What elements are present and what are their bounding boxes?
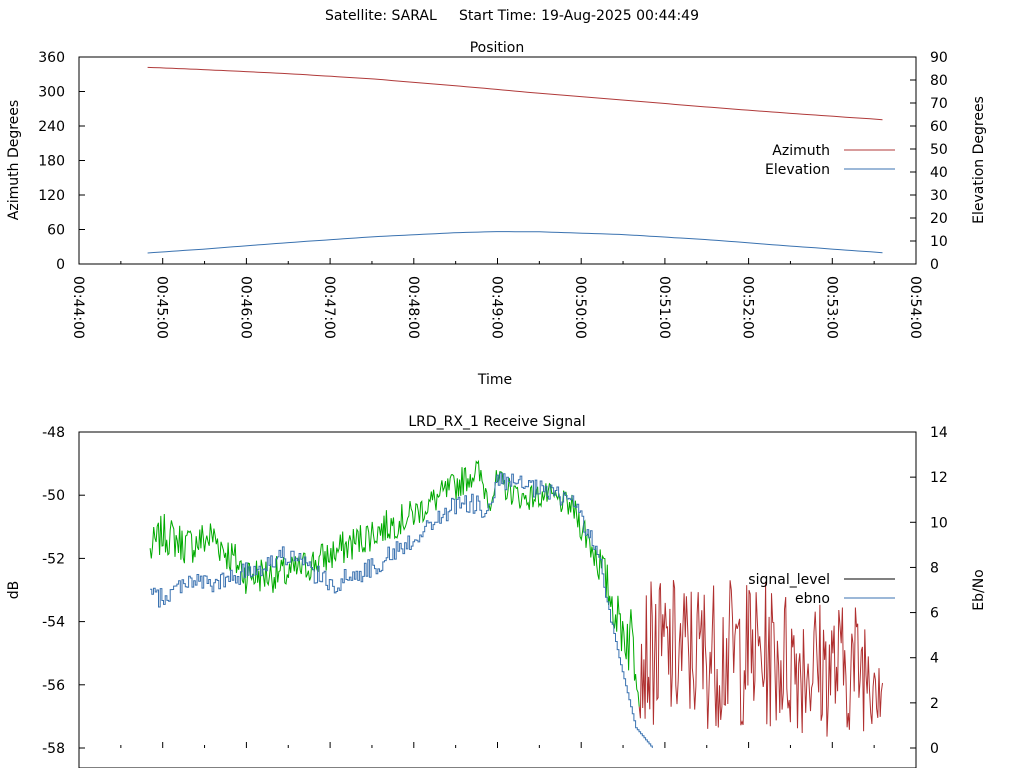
position-y-tick-label: 180 — [38, 154, 65, 170]
signal-y-tick-label: -58 — [42, 741, 65, 757]
position-y2-tick-label: 20 — [930, 211, 948, 227]
position-x-tick-label: 00:47:00 — [321, 276, 337, 339]
position-y-axis-title: Azimuth Degrees — [6, 100, 22, 220]
position-x-axis-title: Time — [477, 372, 512, 388]
signal-y2-tick-label: 6 — [930, 606, 939, 622]
signal-y2-tick-label: 12 — [930, 470, 948, 486]
position-y2-tick-label: 30 — [930, 188, 948, 204]
legend-entry-label: ebno — [795, 591, 830, 607]
position-y2-tick-label: 90 — [930, 50, 948, 66]
elevation-line — [147, 231, 883, 254]
signal-y2-tick-label: 0 — [930, 741, 939, 757]
position-x-tick-label: 00:53:00 — [823, 276, 839, 339]
position-x-tick-label: 00:54:00 — [907, 276, 923, 339]
position-x-tick-label: 00:50:00 — [572, 276, 588, 339]
position-y2-tick-label: 60 — [930, 119, 948, 135]
position-chart-title: Position — [470, 40, 525, 56]
position-y2-tick-label: 70 — [930, 96, 948, 112]
signal-level-line — [149, 459, 640, 707]
receive-signal-chart-title: LRD_RX_1 Receive Signal — [408, 414, 585, 430]
page-title: Satellite: SARAL Start Time: 19-Aug-2025… — [324, 8, 699, 24]
receive-signal-plot-area — [78, 431, 917, 768]
position-x-tick-label: 00:51:00 — [656, 276, 672, 339]
position-x-tick-label: 00:44:00 — [70, 276, 86, 339]
position-x-tick-label: 00:45:00 — [154, 276, 170, 339]
position-y2-tick-label: 50 — [930, 142, 948, 158]
position-x-tick-label: 00:49:00 — [489, 276, 505, 339]
azimuth-line — [147, 66, 883, 121]
position-y-tick-label: 240 — [38, 119, 65, 135]
position-legend: Azimuth Elevation — [765, 143, 895, 178]
position-y2-axis-title: Elevation Degrees — [971, 96, 987, 224]
receive-signal-chart: LRD_RX_1 Receive Signal dB Eb/No -48 -50 -… — [6, 414, 987, 768]
legend-entry-label: Azimuth — [772, 143, 830, 159]
position-y2-tick-label: 40 — [930, 165, 948, 181]
position-chart: Position Time Azimuth Degrees Elevation … — [6, 40, 987, 388]
signal-y-tick-label: -48 — [42, 425, 65, 441]
signal-y2-tick-label: 4 — [930, 651, 939, 667]
ebno-line — [150, 472, 653, 748]
position-y-tick-label: 60 — [47, 223, 65, 239]
position-x-tick-label: 00:48:00 — [405, 276, 421, 339]
position-y-tick-label: 300 — [38, 85, 65, 101]
signal-y-tick-label: -56 — [42, 678, 65, 694]
signal-y2-tick-label: 2 — [930, 696, 939, 712]
signal-y-tick-label: -50 — [42, 488, 65, 504]
signal-y2-tick-label: 8 — [930, 560, 939, 576]
signal-y2-tick-label: 10 — [930, 515, 948, 531]
position-y-tick-label: 120 — [38, 188, 65, 204]
position-plot-area — [78, 56, 917, 265]
receive-signal-y2-axis-title: Eb/No — [971, 569, 987, 611]
signal-level-line-late — [638, 580, 883, 737]
signal-y-tick-label: -54 — [42, 615, 65, 631]
position-y2-tick-label: 0 — [930, 257, 939, 273]
position-y-tick-label: 360 — [38, 50, 65, 66]
position-x-tick-label: 00:52:00 — [740, 276, 756, 339]
receive-signal-y-axis-title: dB — [6, 581, 22, 600]
signal-y2-tick-label: 14 — [930, 425, 948, 441]
position-y-tick-label: 0 — [56, 257, 65, 273]
legend-entry-label: signal_level — [748, 572, 830, 588]
signal-y-tick-label: -52 — [42, 551, 65, 567]
legend-entry-label: Elevation — [765, 162, 830, 178]
position-y2-tick-label: 10 — [930, 234, 948, 250]
position-y2-tick-label: 80 — [930, 73, 948, 89]
position-x-tick-label: 00:46:00 — [237, 276, 253, 339]
